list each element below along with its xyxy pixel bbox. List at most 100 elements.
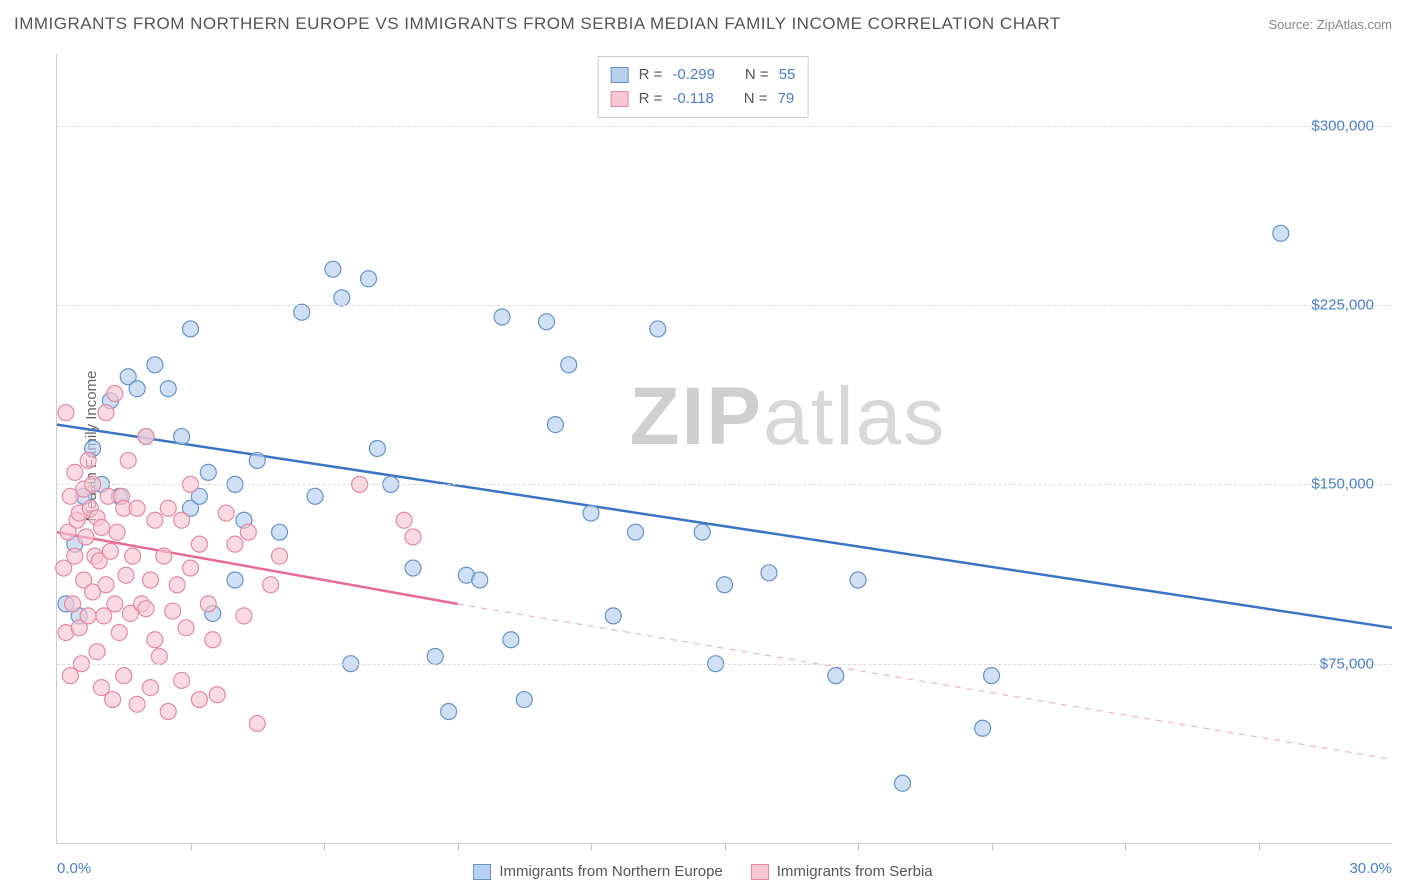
northern_europe-point [307,488,323,504]
northern_europe-point [227,572,243,588]
serbia-point [111,625,127,641]
serbia-point [116,668,132,684]
serbia-point [98,577,114,593]
y-tick-label: $300,000 [1311,117,1374,134]
correlation-stats-box: R =-0.299N =55R =-0.118N =79 [598,56,809,118]
x-tick [1259,843,1260,851]
serbia-point [405,529,421,545]
serbia-point [160,704,176,720]
stats-row-serbia: R =-0.118N =79 [611,87,796,111]
serbia-point [249,715,265,731]
x-tick [858,843,859,851]
chart-title: IMMIGRANTS FROM NORTHERN EUROPE VS IMMIG… [14,14,1061,34]
x-tick [992,843,993,851]
serbia-point [240,524,256,540]
northern_europe-point [472,572,488,588]
stat-r-value: -0.299 [672,63,715,87]
serbia-point [125,548,141,564]
serbia-point [169,577,185,593]
northern_europe-point [272,524,288,540]
scatter-svg [57,54,1392,843]
northern_europe-point [975,720,991,736]
serbia-point [78,529,94,545]
northern_europe-point [828,668,844,684]
serbia-point [156,548,172,564]
legend-item-serbia: Immigrants from Serbia [751,863,933,880]
northern_europe-legend-swatch-icon [473,864,491,880]
serbia-point [396,512,412,528]
serbia-point [227,536,243,552]
northern_europe-point [503,632,519,648]
northern_europe-point [650,321,666,337]
stat-r-label: R = [639,87,663,111]
gridline [57,305,1392,306]
y-tick-label: $150,000 [1311,476,1374,493]
northern_europe-point [547,417,563,433]
stat-n-label: N = [744,87,768,111]
serbia-point [120,452,136,468]
stat-r-label: R = [639,63,663,87]
x-tick [324,843,325,851]
serbia-point [67,548,83,564]
serbia-point [147,632,163,648]
northern_europe-point [984,668,1000,684]
serbia-point [142,572,158,588]
northern_europe-point [516,692,532,708]
northern_europe-point [441,704,457,720]
serbia-point [272,548,288,564]
serbia-point [200,596,216,612]
serbia-point [174,512,190,528]
serbia-point [58,405,74,421]
serbia-point [138,429,154,445]
serbia-point [183,560,199,576]
northern_europe-point [583,505,599,521]
serbia-point [67,464,83,480]
northern_europe-point [174,429,190,445]
serbia-point [98,405,114,421]
legend-item-northern_europe: Immigrants from Northern Europe [473,863,722,880]
northern_europe-point [369,441,385,457]
northern_europe-point [561,357,577,373]
serbia-point [205,632,221,648]
northern_europe-point [405,560,421,576]
y-tick-label: $225,000 [1311,297,1374,314]
serbia-legend-swatch-icon [751,864,769,880]
serbia-point [209,687,225,703]
serbia-point [142,680,158,696]
x-tick [191,843,192,851]
stat-n-value: 55 [779,63,796,87]
serbia-point [80,608,96,624]
northern_europe-point [427,649,443,665]
serbia-point [147,512,163,528]
serbia-point [129,696,145,712]
serbia-point [138,601,154,617]
serbia-point [165,603,181,619]
serbia-point [105,692,121,708]
northern_europe-point [361,271,377,287]
northern_europe-point [249,452,265,468]
northern_europe-swatch-icon [611,67,629,83]
northern_europe-point [850,572,866,588]
y-tick-label: $75,000 [1320,655,1374,672]
legend-label: Immigrants from Serbia [777,863,933,880]
x-tick [591,843,592,851]
northern_europe-point [761,565,777,581]
serbia-point [191,692,207,708]
gridline [57,664,1392,665]
serbia-regression-extension [458,604,1393,759]
serbia-point [151,649,167,665]
northern_europe-point [129,381,145,397]
stat-n-value: 79 [778,87,795,111]
serbia-point [65,596,81,612]
northern_europe-point [895,775,911,791]
serbia-regression-line [57,532,458,604]
x-tick [1125,843,1126,851]
x-tick [725,843,726,851]
serbia-point [174,672,190,688]
serbia-point [263,577,279,593]
serbia-point [118,567,134,583]
serbia-point [107,596,123,612]
northern_europe-point [160,381,176,397]
serbia-point [236,608,252,624]
northern_europe-point [200,464,216,480]
